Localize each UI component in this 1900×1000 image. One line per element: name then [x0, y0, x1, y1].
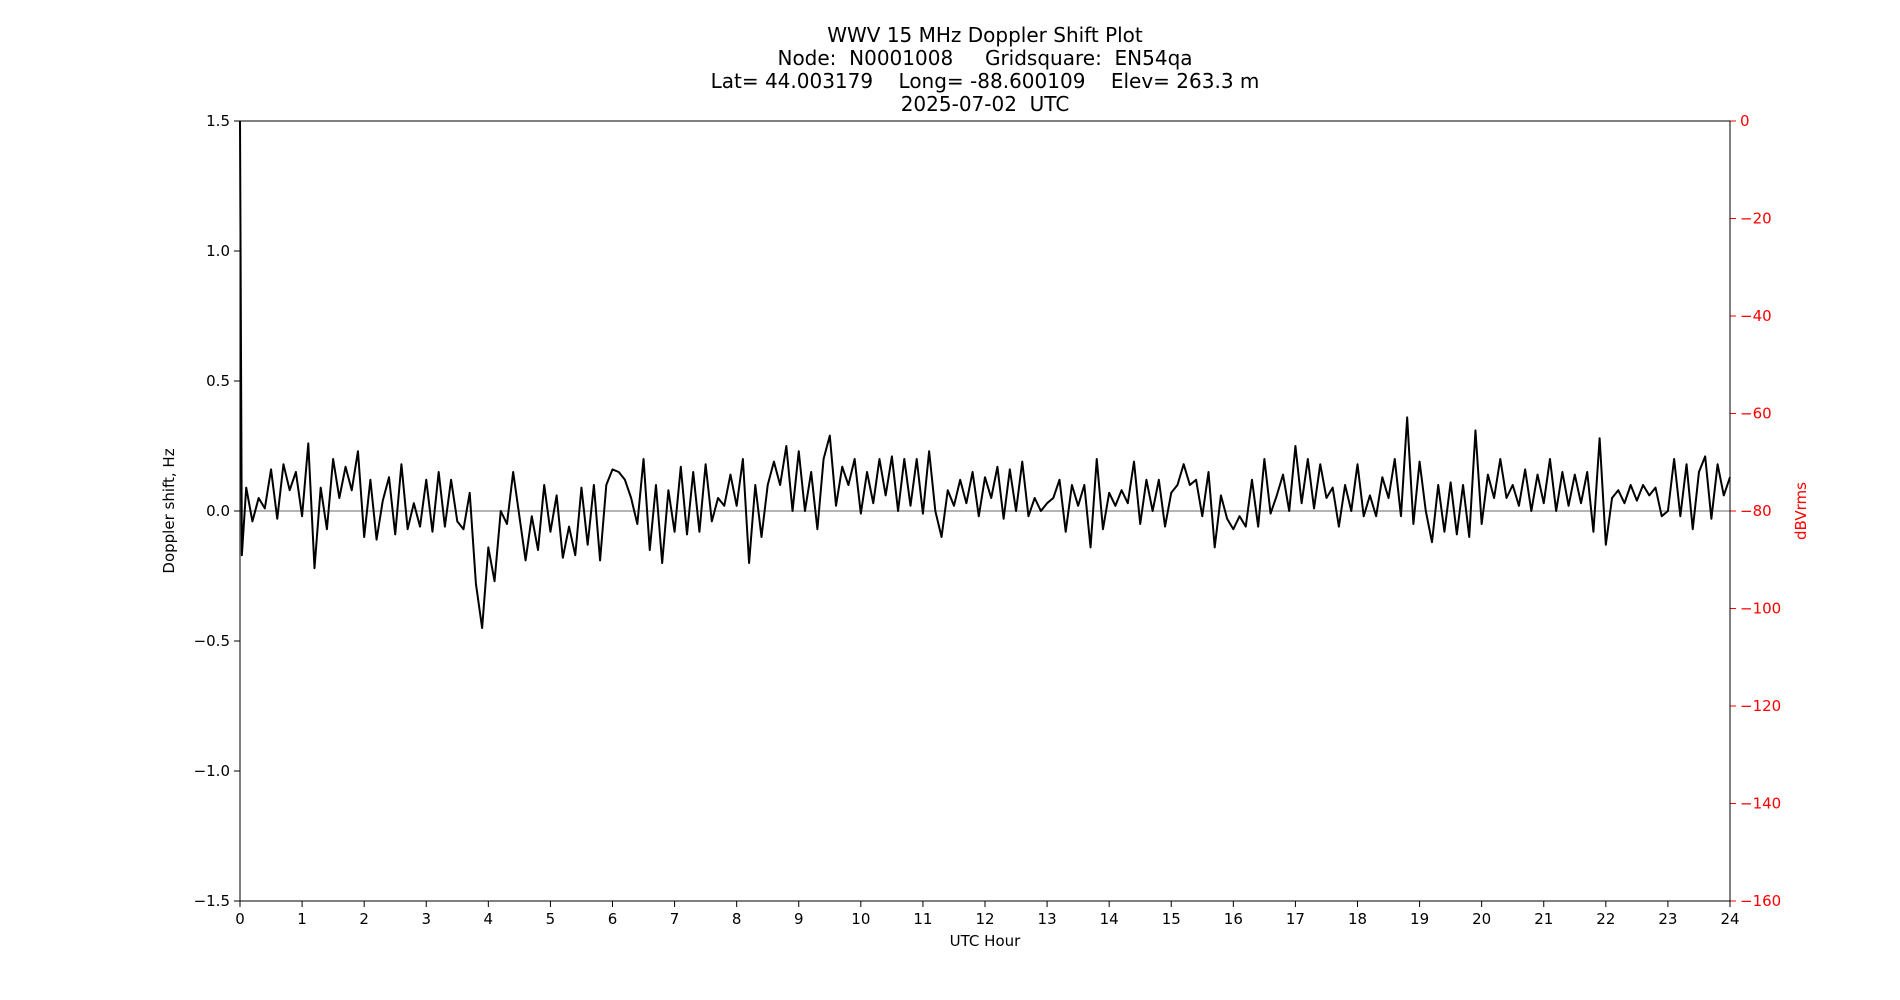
x-tick-label: 20 — [1472, 910, 1491, 928]
y2-tick-label: −160 — [1740, 892, 1781, 910]
chart-subtitle: Node: N0001008 Gridsquare: EN54qa — [777, 46, 1192, 70]
x-tick-label: 5 — [546, 910, 556, 928]
y-tick-label: 1.5 — [206, 112, 230, 130]
plot-frame — [239, 120, 1731, 902]
x-tick-label: 2 — [359, 910, 369, 928]
y-tick-label: 0.0 — [206, 502, 230, 520]
x-tick-label: 0 — [235, 910, 245, 928]
x-tick-label: 8 — [732, 910, 742, 928]
y-tick-label: −1.0 — [194, 762, 230, 780]
x-tick-label: 16 — [1224, 910, 1243, 928]
y2-tick-label: −60 — [1740, 405, 1772, 423]
y2-axis-label: dBVrms — [1792, 482, 1810, 540]
x-tick-label: 7 — [670, 910, 680, 928]
y-tick-label: −0.5 — [194, 632, 230, 650]
x-tick-label: 1 — [297, 910, 307, 928]
y2-tick-label: −40 — [1740, 307, 1772, 325]
x-axis-label: UTC Hour — [950, 932, 1021, 950]
y2-tick-label: −120 — [1740, 697, 1781, 715]
x-tick-label: 4 — [484, 910, 494, 928]
y2-tick-label: −20 — [1740, 210, 1772, 228]
y-tick-label: −1.5 — [194, 892, 230, 910]
y-axis-label: Doppler shift, Hz — [160, 448, 178, 573]
x-tick-label: 11 — [913, 910, 932, 928]
chart-title: WWV 15 MHz Doppler Shift Plot — [827, 23, 1143, 47]
x-tick-label: 22 — [1596, 910, 1615, 928]
x-tick-label: 14 — [1100, 910, 1119, 928]
y-tick-label: 1.0 — [206, 242, 230, 260]
chart-subtitle: Lat= 44.003179 Long= -88.600109 Elev= 26… — [711, 69, 1260, 93]
x-tick-label: 10 — [851, 910, 870, 928]
x-tick-label: 19 — [1410, 910, 1429, 928]
x-tick-label: 24 — [1720, 910, 1739, 928]
x-tick-label: 13 — [1038, 910, 1057, 928]
x-tick-label: 3 — [421, 910, 431, 928]
y-tick-label: 0.5 — [206, 372, 230, 390]
y2-tick-label: −80 — [1740, 502, 1772, 520]
chart-subtitle: 2025-07-02 UTC — [901, 92, 1070, 116]
y2-tick-label: −140 — [1740, 795, 1781, 813]
x-tick-label: 9 — [794, 910, 804, 928]
x-tick-label: 23 — [1658, 910, 1677, 928]
x-tick-label: 17 — [1286, 910, 1305, 928]
y2-tick-label: 0 — [1740, 112, 1750, 130]
doppler-line — [239, 120, 1731, 629]
x-tick-label: 18 — [1348, 910, 1367, 928]
x-tick-label: 15 — [1162, 910, 1181, 928]
y2-tick-label: −100 — [1740, 600, 1781, 618]
x-tick-label: 6 — [608, 910, 618, 928]
x-tick-label: 12 — [975, 910, 994, 928]
x-tick-label: 21 — [1534, 910, 1553, 928]
